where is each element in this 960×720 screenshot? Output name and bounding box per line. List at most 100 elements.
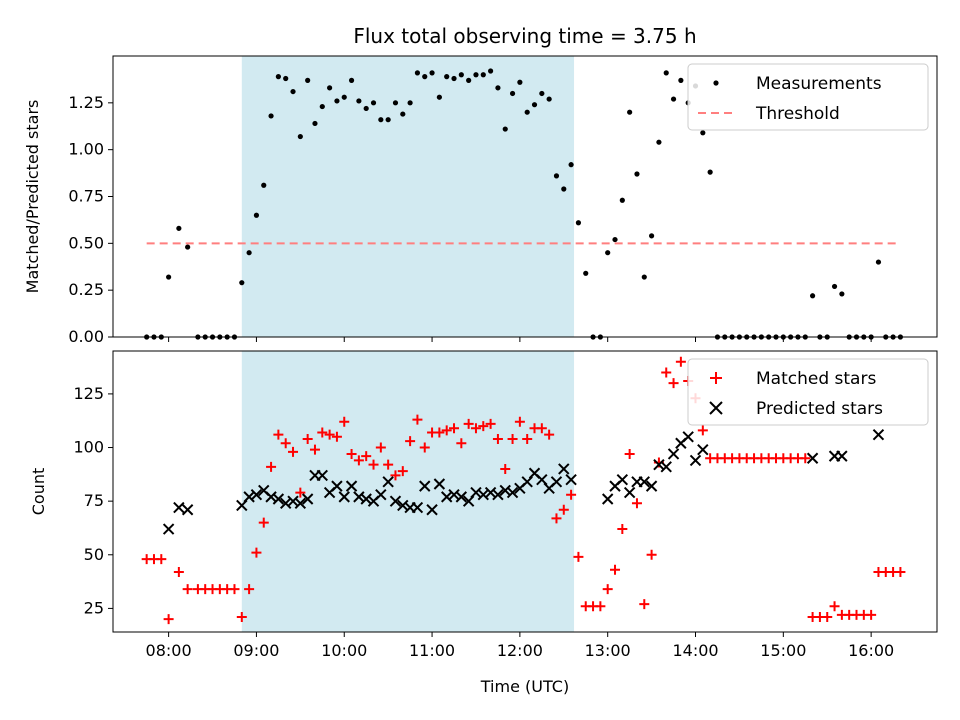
data-point (383, 459, 394, 470)
data-point (309, 444, 320, 455)
data-point (283, 75, 289, 82)
data-point (370, 100, 377, 106)
data-point (163, 614, 174, 625)
data-point (375, 489, 387, 501)
data-point (499, 484, 511, 497)
data-point (668, 378, 679, 389)
y-tick-label: 0.25 (68, 280, 104, 299)
data-point (275, 74, 281, 80)
data-point (595, 601, 606, 612)
data-point (181, 504, 194, 516)
data-point (239, 280, 245, 286)
data-point (356, 98, 362, 104)
data-point (639, 599, 650, 610)
data-point (182, 584, 193, 595)
data-point (353, 491, 365, 503)
data-point (436, 94, 442, 100)
lower-panel: 25 50 75 100 125 08:00 09:00 10:00 11:00 12:00 13:… (29, 350, 938, 660)
legend: Measurements Threshold (687, 63, 929, 131)
data-point (661, 367, 672, 378)
data-point (317, 427, 328, 438)
data-point (348, 77, 355, 83)
data-point (173, 566, 184, 577)
data-point (653, 458, 665, 471)
data-point (536, 423, 547, 434)
data-point (297, 133, 303, 140)
data-point (473, 72, 479, 78)
data-point (514, 416, 525, 427)
data-point (236, 611, 247, 622)
data-point (645, 480, 658, 492)
data-point (583, 270, 589, 276)
data-point (466, 77, 472, 83)
data-point (682, 431, 694, 443)
data-point (280, 438, 291, 449)
data-point (331, 431, 342, 442)
data-point (509, 90, 516, 97)
data-point (319, 103, 325, 110)
data-point (327, 85, 333, 91)
data-point (507, 433, 518, 444)
data-point (458, 72, 464, 78)
data-point (697, 425, 708, 436)
legend-marker (710, 372, 722, 384)
data-point (441, 425, 452, 436)
observing-window-shade (241, 56, 575, 337)
data-point (162, 523, 175, 535)
legend-marker (709, 401, 723, 415)
data-point (419, 442, 430, 453)
y-tick-label: 125 (73, 384, 104, 403)
data-point (612, 236, 618, 243)
data-point (405, 436, 416, 447)
data-point (463, 418, 474, 429)
data-point (294, 497, 307, 510)
data-point (279, 497, 292, 510)
data-point (670, 96, 677, 102)
data-point (412, 414, 423, 425)
data-point (627, 109, 633, 115)
data-point (822, 611, 833, 622)
axes-frame (112, 55, 938, 338)
data-point (546, 96, 552, 102)
data-point (602, 584, 613, 595)
series-matched-stars (141, 356, 906, 625)
data-point (689, 454, 702, 467)
data-point (378, 117, 384, 123)
data-point (290, 88, 296, 95)
data-point (176, 225, 182, 231)
data-point (478, 421, 489, 432)
data-point (243, 491, 255, 503)
data-point (641, 274, 647, 280)
data-point (575, 220, 582, 226)
data-point (448, 489, 460, 501)
data-point (312, 120, 318, 127)
data-point (449, 423, 460, 434)
legend-label: Predicted stars (756, 399, 883, 419)
data-point (444, 74, 450, 80)
y-tick-label: 50 (84, 545, 104, 564)
data-point (368, 459, 379, 470)
data-point (517, 79, 523, 85)
data-point (251, 547, 262, 558)
data-point (295, 487, 306, 498)
data-point (268, 113, 274, 119)
data-point (334, 98, 340, 104)
data-point (544, 429, 555, 440)
data-point (414, 70, 421, 76)
data-point (301, 493, 314, 505)
data-point (346, 448, 357, 459)
y-tick-label: 0.00 (68, 327, 104, 346)
data-point (623, 486, 636, 499)
y-tick-label: 100 (73, 438, 104, 457)
data-point (338, 491, 350, 503)
data-point (440, 491, 453, 503)
data-point (455, 491, 468, 503)
data-point (605, 250, 611, 256)
data-point (400, 111, 406, 117)
data-point (524, 109, 530, 115)
data-point (539, 90, 545, 97)
x-tick-label: 13:00 (585, 641, 631, 660)
data-point (434, 427, 445, 438)
data-point (361, 451, 372, 462)
data-point (363, 105, 369, 112)
